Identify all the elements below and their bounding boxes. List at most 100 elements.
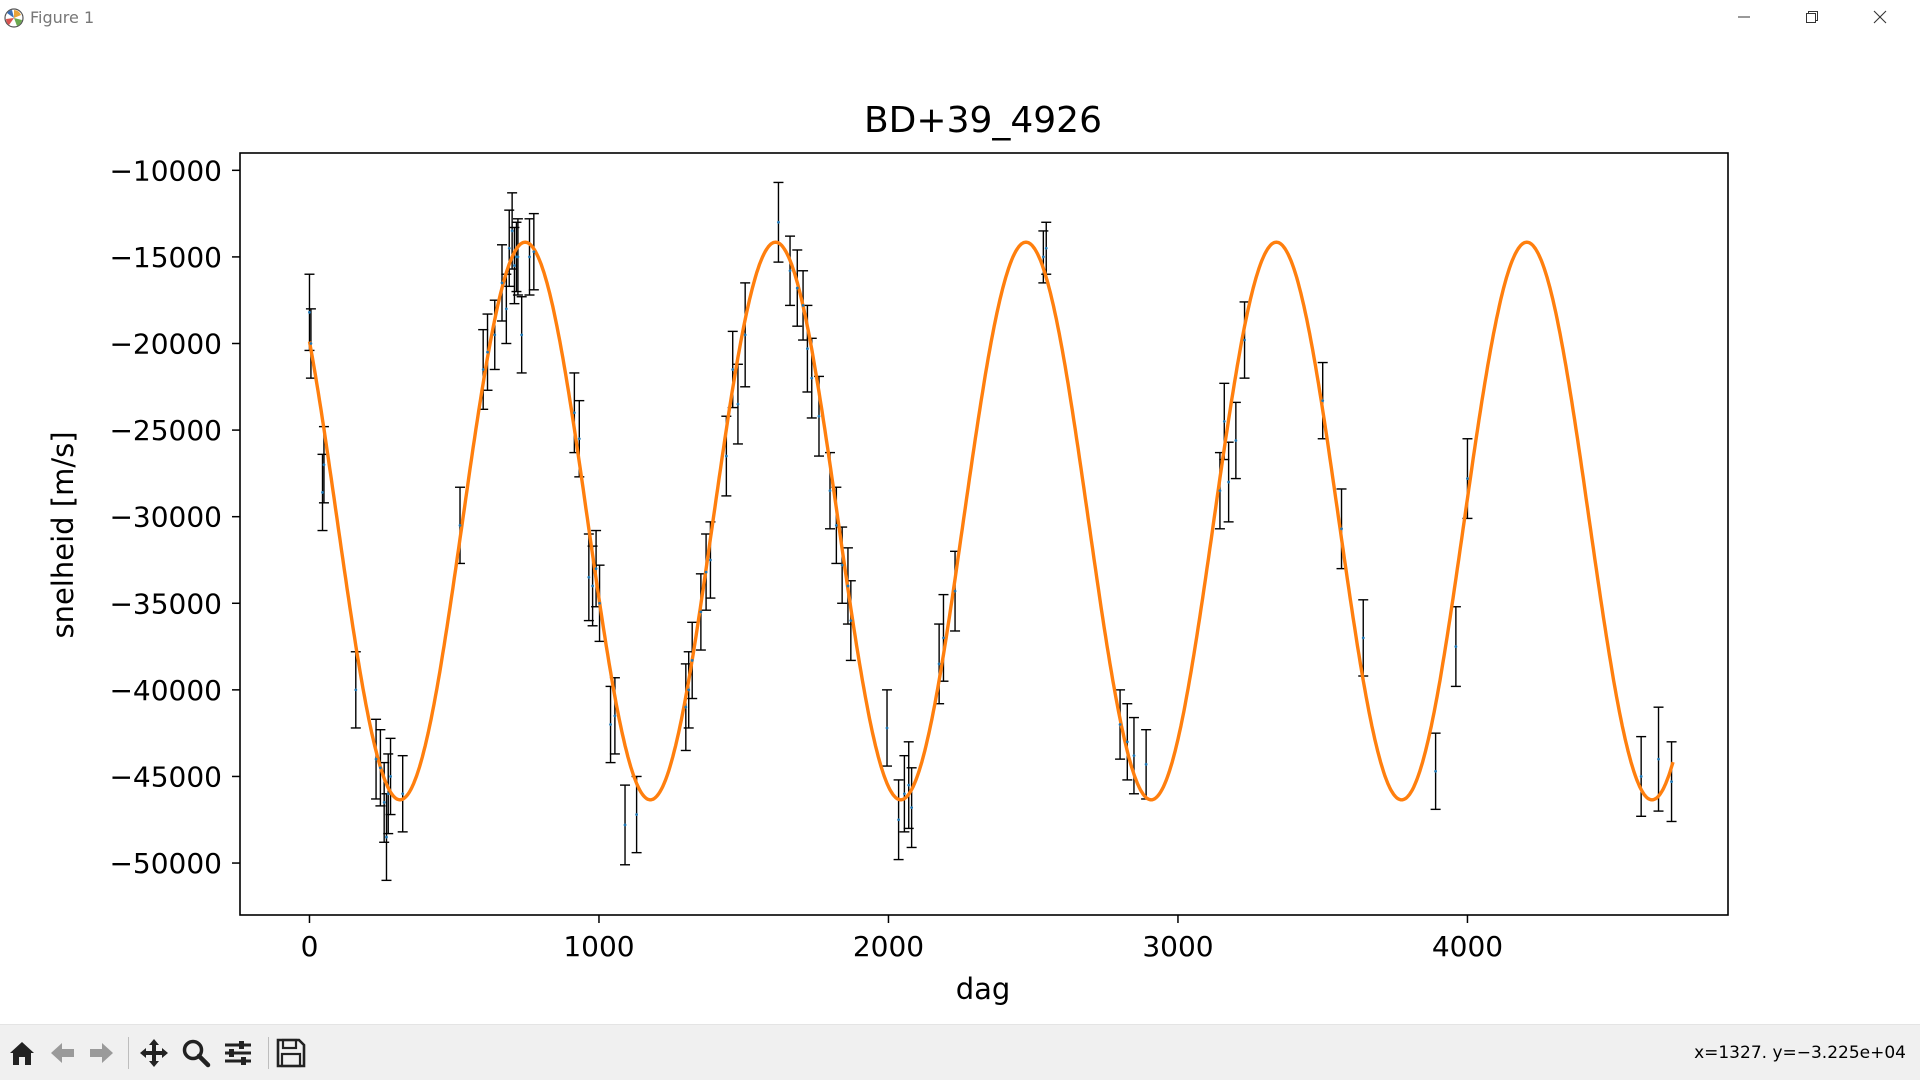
model-curve-group [307, 240, 1675, 802]
forward-button[interactable] [84, 1035, 120, 1071]
data-point [613, 714, 617, 718]
data-point [594, 567, 598, 571]
x-tick-label: 2000 [853, 930, 924, 963]
data-point [709, 558, 712, 562]
data-point [1454, 645, 1458, 648]
chart-svg[interactable]: BD+39_4926 dag snelheid [m/s] 0 1000 2000 3… [0, 34, 1920, 1024]
data-point [704, 570, 708, 574]
data-point [486, 350, 489, 354]
y-tick-label: −50000 [109, 847, 222, 880]
data-points [308, 220, 1673, 839]
minimize-icon [1738, 16, 1750, 18]
data-point [1321, 399, 1325, 403]
data-point [401, 792, 405, 796]
data-point [846, 584, 850, 588]
data-point [1466, 477, 1469, 480]
data-point [308, 310, 311, 314]
data-point [572, 411, 576, 415]
data-point [382, 801, 386, 804]
data-point [587, 575, 591, 579]
data-point [591, 584, 595, 588]
y-tick-label: −35000 [109, 587, 222, 620]
data-point [1340, 527, 1343, 531]
data-point [504, 307, 508, 311]
data-point [840, 563, 844, 567]
data-point [1041, 255, 1045, 259]
data-point [500, 281, 504, 285]
data-point [817, 414, 821, 418]
matplotlib-icon [3, 7, 25, 29]
save-button[interactable] [273, 1035, 309, 1071]
y-tick-label: −10000 [109, 154, 222, 187]
minimize-button[interactable] [1710, 0, 1778, 34]
model-curve [307, 240, 1675, 802]
data-point [635, 813, 639, 816]
y-tick-label: −45000 [109, 760, 222, 793]
data-point [690, 659, 694, 662]
close-button[interactable] [1846, 0, 1914, 34]
configure-subplots-button[interactable] [220, 1035, 256, 1071]
data-point [937, 662, 941, 666]
data-point [907, 783, 911, 787]
toolbar-separator [128, 1037, 129, 1069]
data-point [806, 347, 809, 351]
data-point [374, 757, 378, 761]
chart-title: BD+39_4926 [864, 100, 1102, 141]
move-icon [140, 1039, 168, 1067]
home-icon [10, 1042, 34, 1065]
x-tick-label: 4000 [1432, 930, 1503, 963]
data-point [1222, 420, 1226, 423]
x-tick-label: 0 [301, 930, 319, 963]
data-point [795, 286, 799, 290]
data-point [942, 636, 945, 640]
data-point [885, 726, 889, 730]
data-point [577, 437, 581, 441]
y-tick-label: −40000 [109, 674, 222, 707]
y-tick-label: −25000 [109, 414, 222, 447]
data-point [1657, 757, 1660, 761]
data-point [902, 792, 906, 796]
data-point [801, 304, 805, 307]
data-point [953, 589, 957, 593]
data-point [322, 463, 326, 467]
data-point [1125, 740, 1129, 744]
close-icon [1873, 10, 1887, 24]
data-point [724, 454, 728, 458]
y-axis-label: snelheid [m/s] [46, 431, 80, 638]
restore-button[interactable] [1778, 0, 1846, 34]
data-point [687, 688, 691, 692]
data-point [1144, 762, 1148, 766]
back-button[interactable] [44, 1035, 80, 1071]
data-point [684, 705, 688, 709]
data-point [1044, 246, 1048, 250]
zoom-button[interactable] [178, 1035, 214, 1071]
y-tick-label: −20000 [109, 328, 222, 361]
data-point [1243, 338, 1246, 342]
data-point [510, 229, 514, 233]
arrow-left-icon [51, 1043, 74, 1063]
pan-button[interactable] [136, 1035, 172, 1071]
data-point [828, 489, 832, 493]
data-point [379, 766, 382, 770]
data-point [699, 610, 703, 614]
data-point [777, 220, 780, 224]
data-point [736, 402, 740, 406]
data-point [1227, 480, 1231, 484]
data-point [1132, 754, 1136, 758]
sliders-icon [225, 1041, 251, 1065]
data-point [389, 775, 392, 778]
data-point [481, 368, 485, 371]
home-button[interactable] [4, 1035, 40, 1071]
data-point [1639, 775, 1643, 778]
x-tick-label: 1000 [563, 930, 634, 963]
data-point [321, 491, 324, 494]
data-point [520, 333, 524, 337]
data-point [385, 835, 388, 839]
data-point [834, 523, 838, 527]
arrow-right-icon [90, 1043, 113, 1063]
axis-ticks: 0 1000 2000 3000 4000 −10000 −15000 −20000 −2500… [109, 154, 1503, 963]
figure-canvas[interactable]: BD+39_4926 dag snelheid [m/s] 0 1000 2000 3… [0, 34, 1920, 1024]
data-point [532, 250, 536, 254]
data-point [623, 823, 627, 827]
window-titlebar: Figure 1 [0, 0, 1920, 34]
